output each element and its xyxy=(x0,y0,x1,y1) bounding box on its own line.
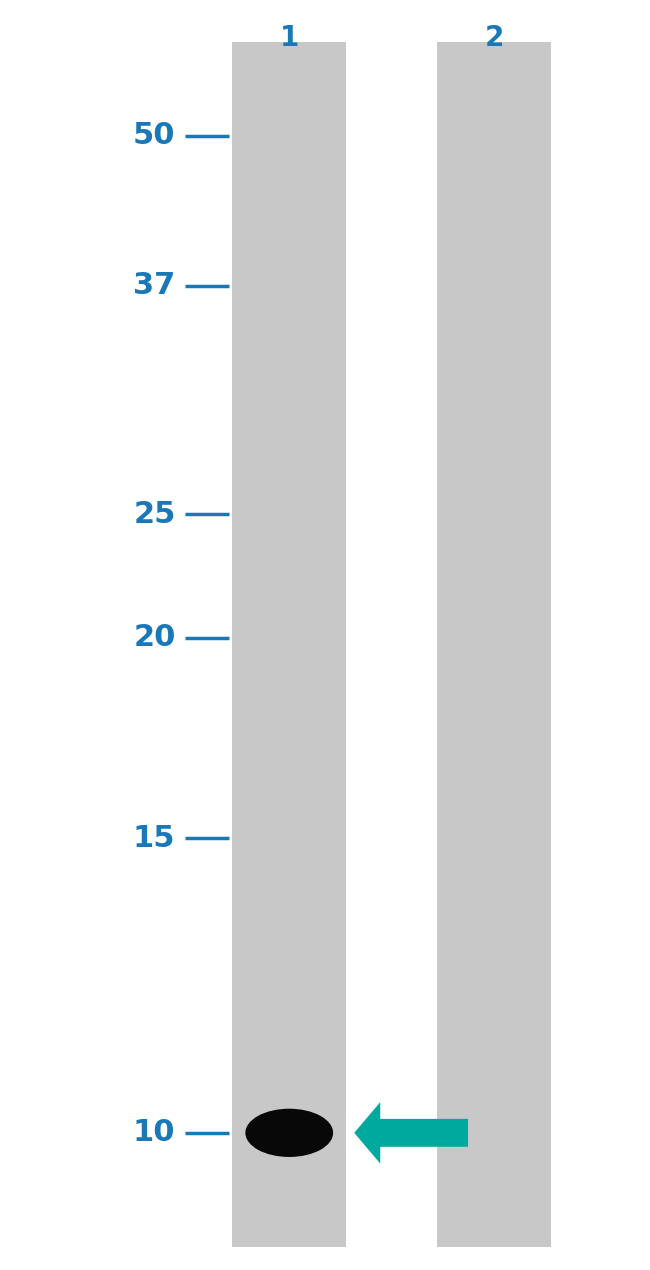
Text: 15: 15 xyxy=(133,824,176,852)
FancyArrow shape xyxy=(354,1102,468,1163)
Text: 37: 37 xyxy=(133,272,176,300)
Bar xyxy=(233,42,346,1247)
Text: 10: 10 xyxy=(133,1119,176,1147)
Text: 25: 25 xyxy=(133,500,176,528)
Ellipse shape xyxy=(246,1109,333,1157)
Text: 2: 2 xyxy=(484,24,504,52)
Text: 1: 1 xyxy=(280,24,299,52)
Text: 50: 50 xyxy=(133,122,176,150)
Bar xyxy=(437,42,551,1247)
Text: 20: 20 xyxy=(133,624,176,652)
